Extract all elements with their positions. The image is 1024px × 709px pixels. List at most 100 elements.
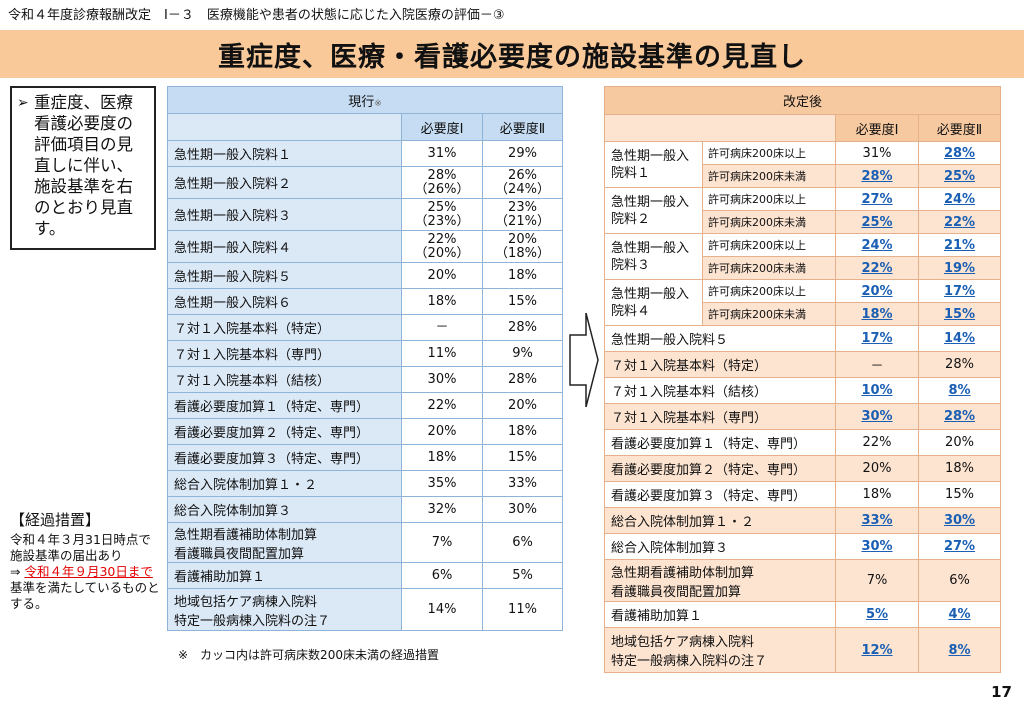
revised-blank-header xyxy=(604,114,836,142)
value-text: － xyxy=(870,359,884,374)
value-text: 17% xyxy=(943,283,976,299)
cell-value: 11% xyxy=(401,340,483,367)
row-label-text: 急性期一般入院料３ xyxy=(611,240,690,273)
value-text: 22% xyxy=(862,435,892,450)
value-text: 28% xyxy=(861,168,893,184)
value-subtext: （24%） xyxy=(495,181,550,197)
row-label-text: 総合入院体制加算３ xyxy=(174,504,292,519)
cell-value: 18% xyxy=(917,455,1002,482)
row-label-text: 地域包括ケア病棟入院料 xyxy=(611,635,755,650)
transition-heading: 【経過措置】 xyxy=(10,511,101,529)
row-label-text: 特定一般病棟入院料の注７ xyxy=(174,613,331,629)
cell-value: 20% xyxy=(835,455,919,482)
row-label: 急性期一般入院料１ xyxy=(604,141,703,188)
cell-value: 35% xyxy=(401,470,483,497)
value-text: 18% xyxy=(862,487,892,502)
value-text: 15% xyxy=(945,487,974,502)
value-text: 33% xyxy=(861,513,893,528)
cell-value: 28% xyxy=(481,314,564,341)
value-text: 26% xyxy=(508,167,537,183)
cell-value: 15% xyxy=(917,481,1002,508)
value-text: 8% xyxy=(948,383,971,398)
row-label: 急性期看護補助体制加算 看護職員夜間配置加算 xyxy=(167,522,402,563)
row-label: 急性期一般入院料５ xyxy=(604,325,836,352)
value-text: 8% xyxy=(948,642,971,658)
cell-value: 28% （26%） xyxy=(401,166,483,199)
row-label-text: 地域包括ケア病棟入院料 xyxy=(174,594,318,610)
sub-label: 許可病床200床未満 xyxy=(702,256,836,280)
page-title: 重症度、医療・看護必要度の施設基準の見直し xyxy=(218,41,806,73)
row-label: 看護必要度加算１（特定、専門） xyxy=(604,429,836,456)
table-row: 急性期一般入院料５ 17% 14% xyxy=(604,325,1002,352)
value-text: 28% xyxy=(945,357,974,372)
value-text: 19% xyxy=(943,260,976,276)
cell-value: 22% xyxy=(917,210,1002,234)
value-subtext: （20%） xyxy=(414,245,470,261)
table-row: 急性期一般入院料１ 31% 29% xyxy=(167,140,564,167)
table-row: 看護必要度加算２（特定、専門） 20% 18% xyxy=(604,455,1002,482)
row-label-text: 特定一般病棟入院料の注７ xyxy=(611,654,768,669)
value-subtext: （18%） xyxy=(495,245,550,261)
value-text: 18% xyxy=(945,461,974,476)
cell-value: 7% xyxy=(835,559,919,602)
table-row: 看護必要度加算３（特定、専門） 18% 15% xyxy=(604,481,1002,508)
table-row: 看護必要度加算１（特定、専門） 22% 20% xyxy=(167,392,564,419)
page-number: 17 xyxy=(991,683,1012,701)
value-text: 22% xyxy=(427,397,457,413)
table-row: 看護必要度加算２（特定、専門） 20% 18% xyxy=(167,418,564,445)
table-row: ７対１入院基本料（特定） － 28% xyxy=(167,314,564,341)
value-text: 28% xyxy=(427,167,457,183)
table-row: 急性期一般入院料２ 許可病床200床以上 27% 24% xyxy=(604,187,1002,234)
value-text: 22% xyxy=(943,214,976,230)
cell-value: 20% xyxy=(401,418,483,445)
row-label: 総合入院体制加算１・２ xyxy=(604,507,836,534)
table-row: 急性期一般入院料２ 28% （26%） 26% （24%） xyxy=(167,166,564,199)
transition-note: 【経過措置】 令和４年３月31日時点で施設基準の届出あり ⇒ 令和４年９月30日… xyxy=(10,512,162,612)
value-text: 15% xyxy=(943,306,976,322)
value-text: 7% xyxy=(431,534,453,550)
revised-col2-header: 必要度Ⅱ xyxy=(917,114,1002,142)
value-text: 6% xyxy=(512,534,533,550)
cell-value: 7% xyxy=(401,522,483,563)
row-label-text: 看護必要度加算１（特定、専門） xyxy=(611,437,807,452)
value-text: 7% xyxy=(866,573,888,588)
row-label-text: 急性期看護補助体制加算 xyxy=(174,527,318,543)
value-text: 27% xyxy=(861,191,893,207)
table-row: ７対１入院基本料（特定） － 28% xyxy=(604,351,1002,378)
row-label: 総合入院体制加算３ xyxy=(167,496,402,523)
value-text: 21% xyxy=(943,237,976,253)
row-label: ７対１入院基本料（特定） xyxy=(167,314,402,341)
table-row: 急性期一般入院料３ 許可病床200床以上 24% 21% xyxy=(604,233,1002,280)
value-text: 24% xyxy=(943,191,976,207)
table-row: 急性期一般入院料５ 20% 18% xyxy=(167,262,564,289)
table-row: 急性期一般入院料６ 18% 15% xyxy=(167,288,564,315)
table-row: 看護補助加算１ 5% 4% xyxy=(604,601,1002,628)
cell-value: 25% xyxy=(917,164,1002,188)
row-label-text: 急性期一般入院料２ xyxy=(174,177,292,192)
row-label-text: 看護必要度加算１（特定、専門） xyxy=(174,400,370,415)
row-label: 急性期一般入院料１ xyxy=(167,140,402,167)
table-row: 看護必要度加算３（特定、専門） 18% 15% xyxy=(167,444,564,471)
row-label-text: 急性期一般入院料１ xyxy=(174,148,292,163)
value-text: 15% xyxy=(508,449,537,465)
value-text: 30% xyxy=(861,409,893,424)
value-text: 4% xyxy=(948,607,971,622)
table-row: 地域包括ケア病棟入院料 特定一般病棟入院料の注７ 12% 8% xyxy=(604,627,1002,673)
value-text: 20% xyxy=(427,423,457,439)
row-label-text: 看護必要度加算３（特定、専門） xyxy=(174,452,370,467)
cell-value: 30% xyxy=(401,366,483,393)
cell-value: 5% xyxy=(835,601,919,628)
table-row: 急性期一般入院料４ 許可病床200床以上 20% 17% xyxy=(604,279,1002,326)
value-text: 6% xyxy=(431,567,453,583)
row-label-text: 総合入院体制加算１・２ xyxy=(174,478,318,493)
cell-value: 15% xyxy=(481,444,564,471)
table-row: 急性期一般入院料３ 25% （23%） 23% （21%） xyxy=(167,198,564,231)
row-label: 看護必要度加算２（特定、専門） xyxy=(604,455,836,482)
row-label: 急性期一般入院料４ xyxy=(604,279,703,326)
row-label-text: 急性期一般入院料６ xyxy=(174,296,292,311)
value-text: 25% xyxy=(861,214,893,230)
table-row: ７対１入院基本料（結核） 10% 8% xyxy=(604,377,1002,404)
value-text: 28% xyxy=(508,319,537,335)
cell-value: 11% xyxy=(481,588,564,631)
value-text: 29% xyxy=(508,145,537,161)
